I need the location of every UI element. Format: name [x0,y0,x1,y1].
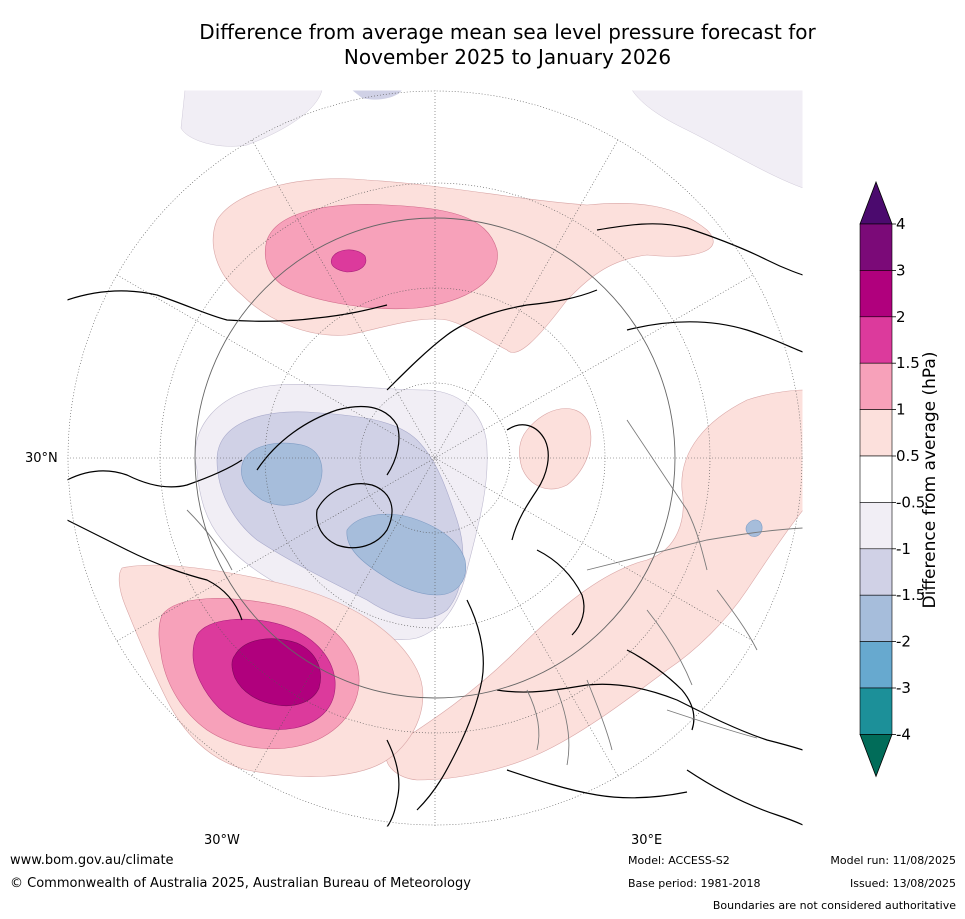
footer-disclaimer: Boundaries are not considered authoritat… [712,899,956,912]
colorbar-tick-label: -4 [896,725,911,743]
colorbar-extend-bottom [859,734,893,778]
colorbar-segment-0-5-to-1 [859,409,893,457]
anomaly-pacific-1 [264,204,498,310]
colorbar-segment-1-to-1-5 [859,362,893,410]
chart-title: Difference from average mean sea level p… [60,20,955,70]
graticule [67,90,803,827]
colorbar-segment-2-to-3 [859,270,893,318]
colorbar-tick-label: 3 [896,261,906,279]
title-line-1: Difference from average mean sea level p… [199,20,816,44]
anomaly-pacific-1.5 [330,249,367,273]
colorbar-tick-label: -2 [896,633,911,651]
lat-label-30n: 30°N [25,451,58,466]
footer-base-period: Base period: 1981-2018 [628,877,761,890]
lon-label-30w: 30°W [204,833,240,848]
footer-model: Model: ACCESS-S2 [628,854,730,867]
colorbar-tick-label: 4 [896,215,906,233]
colorbar-tick-label: -0.5 [896,493,925,511]
colorbar-segment-m1-5-to-m1 [859,548,893,596]
colorbar-segment-m4-to-m3 [859,687,893,735]
colorbar-segment-neutral [859,455,893,503]
anomaly-neg-top-center [352,90,402,100]
footer-copyright: © Commonwealth of Australia 2025, Austra… [10,876,471,891]
map-svg [67,90,803,827]
circle-20N [194,217,676,699]
colorbar-tick-label: 1 [896,401,906,419]
footer-issued: Issued: 13/08/2025 [849,877,956,890]
anomaly-canada-neg-1.5 [241,442,323,506]
colorbar-extend-top [859,180,893,225]
anomaly-neg-top-left [180,90,323,147]
colorbar-tick-label: -1.5 [896,586,925,604]
anomaly-neg-top-right [631,90,803,189]
colorbar-segment-1-5-to-2 [859,316,893,364]
footer-url: www.bom.gov.au/climate [10,853,174,868]
colorbar-tick-label: 2 [896,308,906,326]
colorbar: 4 3 2 1.5 1 0.5 -0.5 -1 -1.5 -2 -3 -4 [858,180,965,782]
footer-model-run: Model run: 11/08/2025 [830,854,956,867]
colorbar-svg: 4 3 2 1.5 1 0.5 -0.5 -1 -1.5 -2 -3 -4 [859,180,925,778]
polar-map [67,90,803,827]
colorbar-segment-3-to-4 [859,223,893,271]
colorbar-tick-label: -3 [896,679,911,697]
anomaly-norway-neg-1.5 [346,513,467,596]
colorbar-segment-m2-to-m1-5 [859,594,893,642]
colorbar-tick-label: 1.5 [896,354,920,372]
colorbar-segment-m3-to-m2 [859,641,893,689]
title-line-2: November 2025 to January 2026 [343,45,672,69]
colorbar-title: Difference from average (hPa) [920,351,940,609]
lon-label-30e: 30°E [631,833,663,848]
anomaly-scandinavia-0.5 [518,408,592,490]
colorbar-tick-label: 0.5 [896,447,920,465]
coastlines [67,223,803,827]
colorbar-tick-label: -1 [896,540,911,558]
colorbar-segment-m1-to-m0-5 [859,502,893,550]
country-borders [186,419,803,766]
